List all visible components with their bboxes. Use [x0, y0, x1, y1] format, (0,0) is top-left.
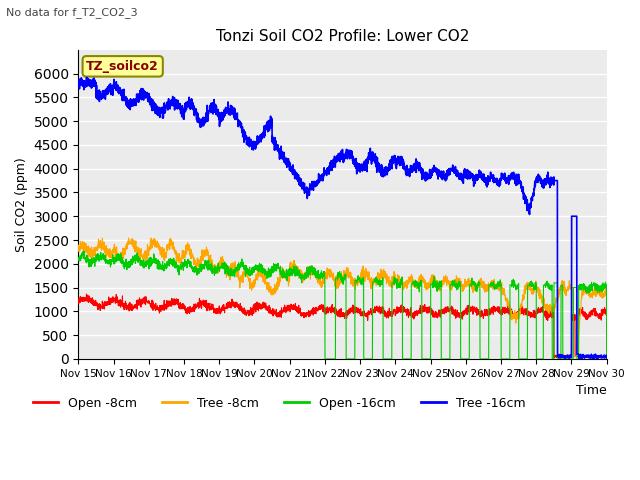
Open -8cm	[593, 310, 600, 316]
Open -8cm	[83, 291, 90, 297]
Line: Tree -8cm: Tree -8cm	[79, 238, 607, 359]
Open -16cm	[321, 356, 329, 362]
Legend: Open -8cm, Tree -8cm, Open -16cm, Tree -16cm: Open -8cm, Tree -8cm, Open -16cm, Tree -…	[28, 392, 531, 415]
Tree -8cm	[166, 235, 174, 241]
Line: Tree -16cm: Tree -16cm	[79, 77, 607, 359]
Open -8cm	[75, 300, 83, 306]
Tree -16cm	[83, 74, 90, 80]
Tree -8cm	[277, 271, 285, 277]
Open -16cm	[135, 255, 143, 261]
Tree -16cm	[593, 354, 600, 360]
Open -8cm	[536, 308, 543, 314]
Tree -8cm	[166, 239, 174, 244]
Tree -8cm	[75, 242, 83, 248]
Open -8cm	[166, 298, 174, 304]
Open -16cm	[166, 259, 174, 265]
Y-axis label: Soil CO2 (ppm): Soil CO2 (ppm)	[15, 157, 28, 252]
Line: Open -8cm: Open -8cm	[79, 294, 607, 359]
X-axis label: Time: Time	[576, 384, 607, 397]
Open -16cm	[603, 356, 611, 362]
Tree -8cm	[536, 291, 543, 297]
Line: Open -16cm: Open -16cm	[79, 251, 607, 359]
Open -8cm	[300, 312, 308, 318]
Text: TZ_soilco2: TZ_soilco2	[86, 60, 159, 73]
Tree -8cm	[603, 356, 611, 362]
Open -16cm	[79, 248, 87, 254]
Tree -8cm	[135, 254, 143, 260]
Open -16cm	[536, 356, 543, 362]
Tree -16cm	[75, 83, 83, 88]
Tree -8cm	[593, 285, 600, 290]
Open -8cm	[277, 307, 285, 313]
Open -16cm	[75, 254, 83, 260]
Open -16cm	[277, 271, 285, 276]
Tree -16cm	[536, 173, 543, 179]
Tree -16cm	[300, 185, 308, 191]
Open -8cm	[603, 356, 611, 362]
Open -8cm	[135, 302, 143, 308]
Tree -16cm	[166, 102, 174, 108]
Tree -16cm	[277, 144, 285, 149]
Tree -16cm	[135, 95, 143, 101]
Title: Tonzi Soil CO2 Profile: Lower CO2: Tonzi Soil CO2 Profile: Lower CO2	[216, 29, 469, 44]
Tree -16cm	[603, 356, 611, 362]
Open -16cm	[593, 286, 600, 291]
Open -16cm	[300, 274, 308, 280]
Tree -8cm	[300, 276, 308, 282]
Text: No data for f_T2_CO2_3: No data for f_T2_CO2_3	[6, 7, 138, 18]
